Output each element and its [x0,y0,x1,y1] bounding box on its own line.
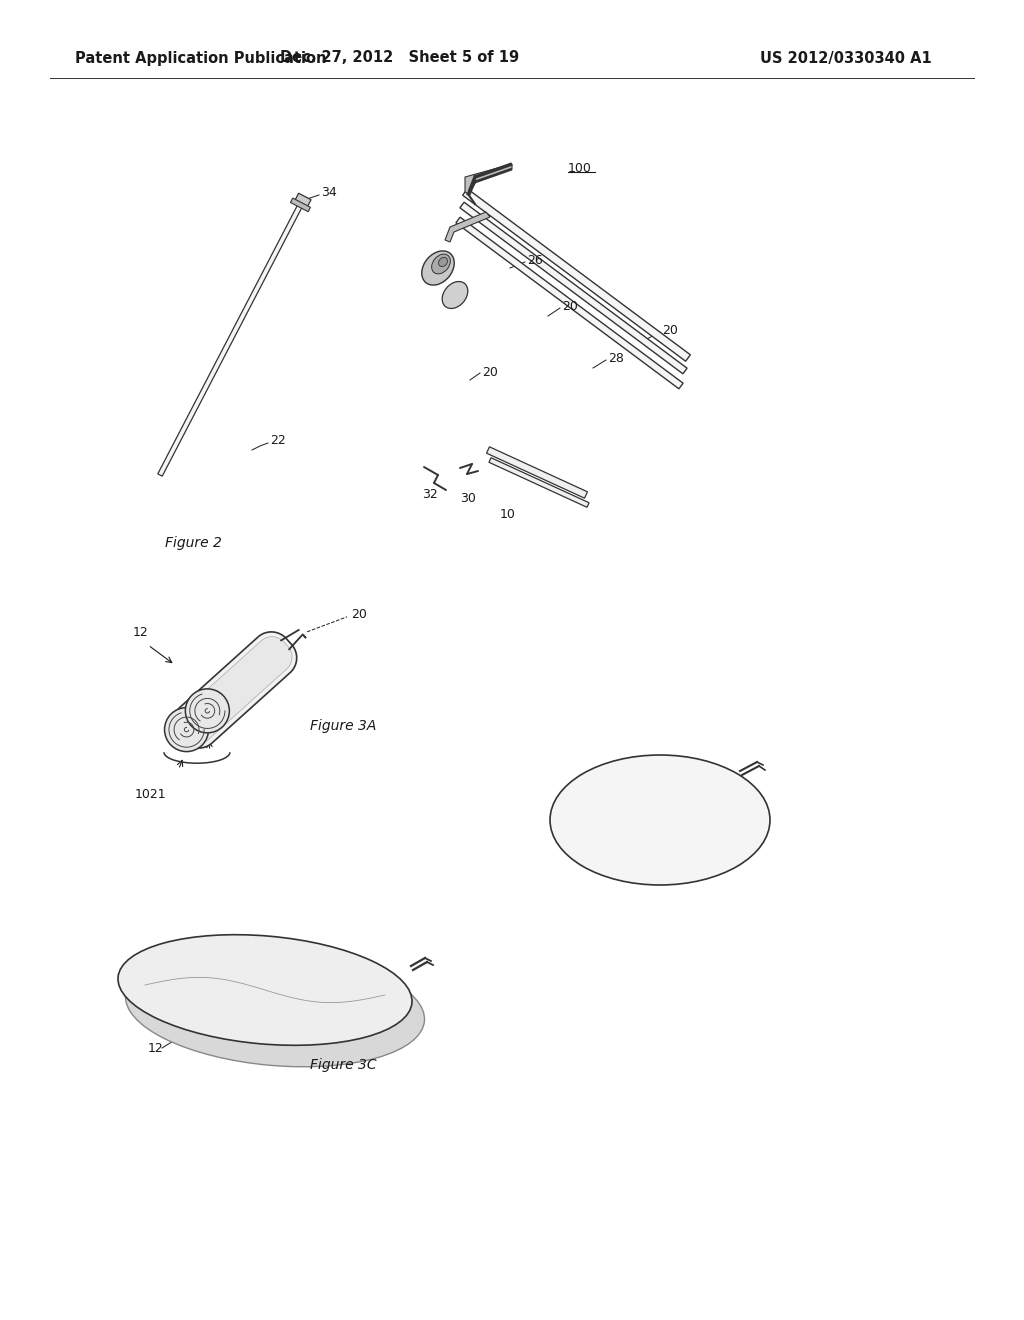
Polygon shape [465,164,512,195]
Circle shape [185,689,229,733]
Polygon shape [488,458,589,507]
Polygon shape [460,202,687,374]
Text: 20: 20 [562,300,578,313]
Polygon shape [486,446,588,498]
Polygon shape [173,632,297,748]
Text: Figure 3A: Figure 3A [310,719,377,733]
Text: 26: 26 [527,253,543,267]
Text: 30: 30 [460,491,476,504]
Text: 34: 34 [321,186,337,199]
Polygon shape [294,193,311,209]
Text: 28: 28 [608,351,624,364]
Polygon shape [158,199,305,477]
Text: 20: 20 [351,609,367,622]
Text: 10: 10 [500,507,516,520]
Ellipse shape [118,935,412,1045]
Polygon shape [291,198,310,211]
Ellipse shape [550,755,770,884]
Circle shape [165,708,209,751]
Polygon shape [445,213,490,242]
Polygon shape [456,218,683,389]
Ellipse shape [422,251,455,285]
Text: 12: 12 [567,846,583,858]
Ellipse shape [442,281,468,309]
Text: 12: 12 [148,1041,164,1055]
Ellipse shape [126,949,425,1067]
Text: 20: 20 [662,323,678,337]
Text: Figure 3B: Figure 3B [672,855,738,869]
Text: 100: 100 [568,161,592,174]
Text: 20: 20 [482,366,498,379]
Polygon shape [178,636,292,743]
Text: US 2012/0330340 A1: US 2012/0330340 A1 [760,50,932,66]
Text: 12: 12 [133,627,148,639]
Text: Patent Application Publication: Patent Application Publication [75,50,327,66]
Polygon shape [463,189,690,362]
Text: Figure 3C: Figure 3C [310,1059,377,1072]
Ellipse shape [432,255,451,273]
Text: Figure 2: Figure 2 [165,536,222,550]
Ellipse shape [438,257,447,267]
Text: 22: 22 [270,433,286,446]
Text: 1021: 1021 [135,788,167,801]
Text: Dec. 27, 2012   Sheet 5 of 19: Dec. 27, 2012 Sheet 5 of 19 [281,50,519,66]
Text: 32: 32 [422,487,437,500]
